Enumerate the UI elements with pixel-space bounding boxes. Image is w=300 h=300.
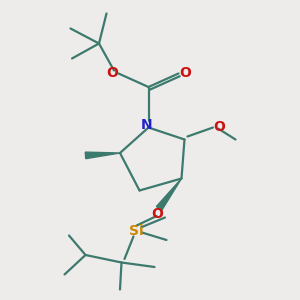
Text: N: N <box>141 118 153 132</box>
Text: O: O <box>179 66 191 80</box>
Text: Si: Si <box>129 224 144 238</box>
Text: O: O <box>214 120 226 134</box>
Polygon shape <box>156 178 182 211</box>
Text: O: O <box>152 208 164 221</box>
Polygon shape <box>85 152 120 159</box>
Text: O: O <box>106 66 118 80</box>
